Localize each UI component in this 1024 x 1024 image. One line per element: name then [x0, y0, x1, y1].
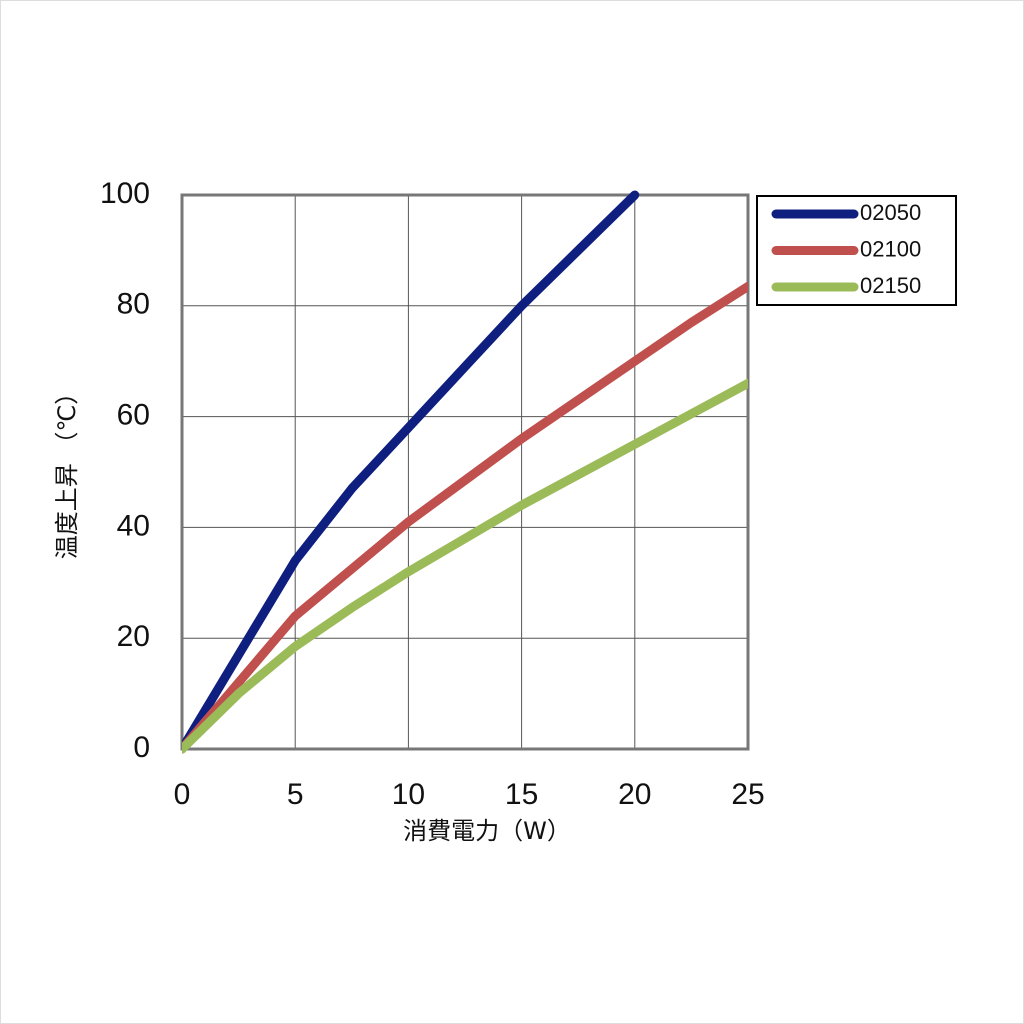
y-tick-label: 100 [100, 177, 150, 210]
x-tick-label: 15 [505, 778, 538, 811]
x-tick-label: 20 [618, 778, 651, 811]
x-axis-label: 消費電力（W） [403, 817, 571, 845]
y-tick-label: 0 [133, 731, 150, 764]
x-tick-label: 5 [287, 778, 304, 811]
y-tick-label: 80 [117, 288, 150, 321]
series-line [182, 190, 640, 754]
y-axis-label: 温度上昇 （℃） [53, 381, 81, 560]
x-tick-label: 0 [174, 778, 191, 811]
x-tick-label: 10 [392, 778, 425, 811]
legend-label: 02100 [860, 236, 921, 261]
y-tick-label: 20 [117, 620, 150, 653]
x-tick-label: 25 [731, 778, 764, 811]
series-line [182, 378, 748, 754]
plot-border [180, 193, 750, 751]
legend-label: 02050 [860, 200, 921, 225]
legend-label: 02150 [860, 273, 921, 298]
y-tick-label: 40 [117, 509, 150, 542]
series-line [182, 281, 748, 754]
y-tick-label: 60 [117, 399, 150, 432]
